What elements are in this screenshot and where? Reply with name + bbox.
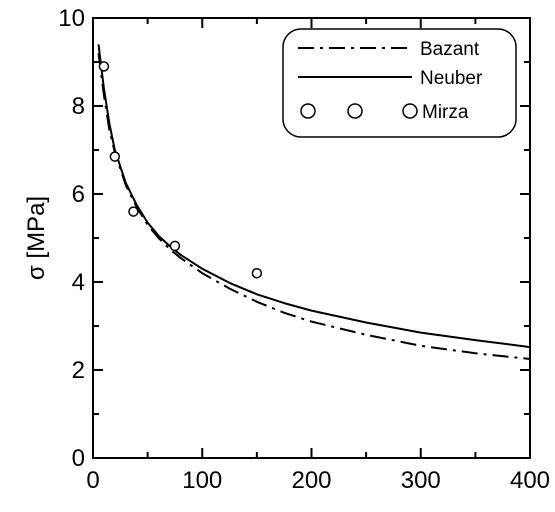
legend-mirza-marker-2: [402, 103, 418, 119]
y-axis-label: σ [MPa]: [23, 196, 50, 280]
legend-mirza-marker-1: [347, 103, 363, 119]
y-tick-label-5: 10: [58, 5, 85, 32]
legend-neuber-label: Neuber: [420, 68, 483, 89]
series-layer: [97, 44, 531, 360]
y-tick-label-2: 4: [72, 269, 85, 296]
x-tick-label-0: 0: [86, 467, 99, 494]
legend: Bazant Neuber Mirza: [282, 28, 517, 138]
y-tick-label-3: 6: [72, 181, 85, 208]
series-mirza-point-4: [251, 267, 263, 279]
series-mirza-point-1: [109, 151, 121, 162]
x-tick-label-3: 300: [401, 467, 441, 494]
axis-ticks: [92, 17, 531, 459]
legend-mirza-label: Mirza: [422, 102, 469, 123]
series-neuber-line: [97, 44, 531, 349]
y-tick-label-1: 2: [72, 357, 85, 384]
series-mirza-point-2: [128, 206, 139, 217]
x-tick-label-4: 400: [510, 467, 550, 494]
x-tick-label-2: 200: [291, 467, 331, 494]
legend-bazant-label: Bazant: [420, 39, 480, 60]
series-mirza-point-3: [169, 240, 181, 252]
y-tick-label-4: 8: [72, 93, 85, 120]
legend-box: [282, 28, 517, 138]
axis-tick-labels: 0 100 200 300 400 0 2 4 6 8 10: [58, 5, 550, 494]
legend-mirza-marker-0: [300, 103, 316, 119]
x-tick-label-1: 100: [182, 467, 222, 494]
y-tick-label-0: 0: [72, 445, 85, 472]
series-mirza-point-0: [98, 61, 110, 72]
